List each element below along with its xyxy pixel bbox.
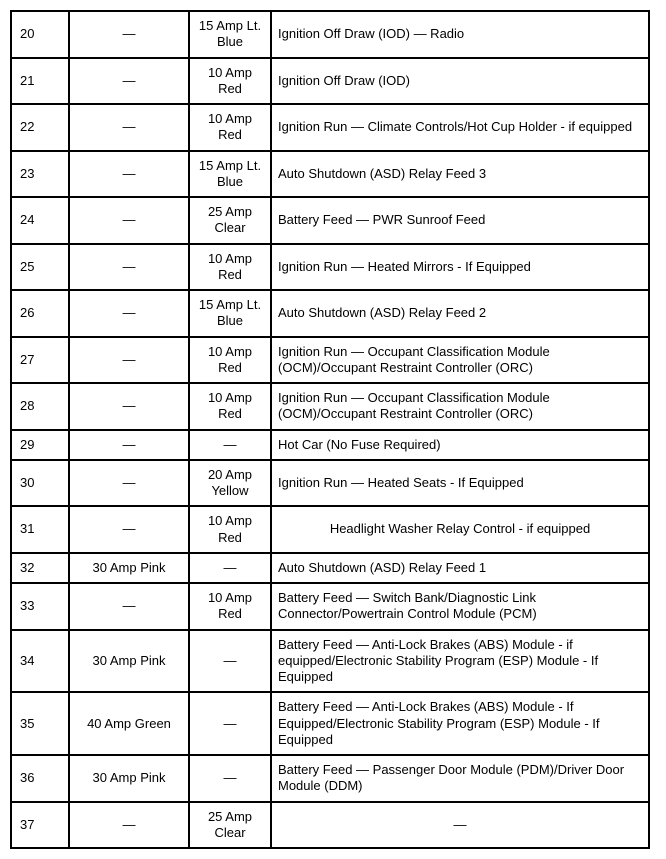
cell-cartridge: —	[69, 151, 189, 198]
cell-cartridge: —	[69, 802, 189, 849]
cell-cavity: 33	[11, 583, 69, 630]
cell-description: Auto Shutdown (ASD) Relay Feed 3	[271, 151, 649, 198]
cell-cavity: 21	[11, 58, 69, 105]
cell-fuse: 10 Amp Red	[189, 506, 271, 553]
table-row: 23—15 Amp Lt. BlueAuto Shutdown (ASD) Re…	[11, 151, 649, 198]
cell-description: Ignition Run — Occupant Classification M…	[271, 337, 649, 384]
cell-cavity: 36	[11, 755, 69, 802]
cell-description: Ignition Run — Occupant Classification M…	[271, 383, 649, 430]
cell-cavity: 23	[11, 151, 69, 198]
cell-fuse: 10 Amp Red	[189, 583, 271, 630]
cell-description: Ignition Run — Heated Mirrors - If Equip…	[271, 244, 649, 291]
table-row: 28—10 Amp RedIgnition Run — Occupant Cla…	[11, 383, 649, 430]
table-row: 3430 Amp Pink—Battery Feed — Anti-Lock B…	[11, 630, 649, 693]
cell-cavity: 34	[11, 630, 69, 693]
cell-description: —	[271, 802, 649, 849]
cell-cavity: 26	[11, 290, 69, 337]
cell-cavity: 29	[11, 430, 69, 460]
cell-description: Battery Feed — PWR Sunroof Feed	[271, 197, 649, 244]
table-row: 29——Hot Car (No Fuse Required)	[11, 430, 649, 460]
cell-cartridge: —	[69, 460, 189, 507]
cell-fuse: 20 Amp Yellow	[189, 460, 271, 507]
cell-cartridge: 30 Amp Pink	[69, 755, 189, 802]
cell-cartridge: —	[69, 583, 189, 630]
cell-fuse: —	[189, 430, 271, 460]
cell-fuse: 15 Amp Lt. Blue	[189, 11, 271, 58]
cell-description: Battery Feed — Switch Bank/Diagnostic Li…	[271, 583, 649, 630]
cell-cartridge: 30 Amp Pink	[69, 630, 189, 693]
cell-cavity: 35	[11, 692, 69, 755]
cell-description: Battery Feed — Passenger Door Module (PD…	[271, 755, 649, 802]
table-row: 33—10 Amp RedBattery Feed — Switch Bank/…	[11, 583, 649, 630]
cell-cavity: 20	[11, 11, 69, 58]
table-row: 3540 Amp Green—Battery Feed — Anti-Lock …	[11, 692, 649, 755]
cell-fuse: 15 Amp Lt. Blue	[189, 290, 271, 337]
cell-cavity: 28	[11, 383, 69, 430]
table-row: 3230 Amp Pink—Auto Shutdown (ASD) Relay …	[11, 553, 649, 583]
cell-cavity: 30	[11, 460, 69, 507]
cell-fuse: —	[189, 630, 271, 693]
cell-fuse: —	[189, 692, 271, 755]
cell-cartridge: —	[69, 290, 189, 337]
cell-cavity: 27	[11, 337, 69, 384]
cell-cartridge: —	[69, 11, 189, 58]
table-row: 37—25 Amp Clear—	[11, 802, 649, 849]
cell-description: Auto Shutdown (ASD) Relay Feed 2	[271, 290, 649, 337]
table-row: 25—10 Amp RedIgnition Run — Heated Mirro…	[11, 244, 649, 291]
cell-fuse: 10 Amp Red	[189, 58, 271, 105]
cell-cartridge: —	[69, 244, 189, 291]
table-row: 22—10 Amp RedIgnition Run — Climate Cont…	[11, 104, 649, 151]
cell-fuse: 10 Amp Red	[189, 383, 271, 430]
cell-cavity: 31	[11, 506, 69, 553]
cell-description: Battery Feed — Anti-Lock Brakes (ABS) Mo…	[271, 630, 649, 693]
cell-cavity: 22	[11, 104, 69, 151]
table-row: 20—15 Amp Lt. BlueIgnition Off Draw (IOD…	[11, 11, 649, 58]
cell-description: Battery Feed — Anti-Lock Brakes (ABS) Mo…	[271, 692, 649, 755]
cell-description: Ignition Off Draw (IOD) — Radio	[271, 11, 649, 58]
table-row: 30—20 Amp YellowIgnition Run — Heated Se…	[11, 460, 649, 507]
table-row: 27—10 Amp RedIgnition Run — Occupant Cla…	[11, 337, 649, 384]
cell-cartridge: —	[69, 383, 189, 430]
cell-description: Ignition Run — Heated Seats - If Equippe…	[271, 460, 649, 507]
table-row: 21—10 Amp RedIgnition Off Draw (IOD)	[11, 58, 649, 105]
cell-description: Headlight Washer Relay Control - if equi…	[271, 506, 649, 553]
cell-fuse: —	[189, 553, 271, 583]
cell-cavity: 37	[11, 802, 69, 849]
cell-description: Hot Car (No Fuse Required)	[271, 430, 649, 460]
cell-description: Auto Shutdown (ASD) Relay Feed 1	[271, 553, 649, 583]
cell-cartridge: —	[69, 337, 189, 384]
cell-cartridge: —	[69, 197, 189, 244]
cell-cartridge: —	[69, 58, 189, 105]
cell-fuse: 15 Amp Lt. Blue	[189, 151, 271, 198]
table-row: 24—25 Amp ClearBattery Feed — PWR Sunroo…	[11, 197, 649, 244]
table-row: 26—15 Amp Lt. BlueAuto Shutdown (ASD) Re…	[11, 290, 649, 337]
cell-fuse: 10 Amp Red	[189, 244, 271, 291]
cell-description: Ignition Off Draw (IOD)	[271, 58, 649, 105]
cell-cartridge: —	[69, 430, 189, 460]
table-row: 31—10 Amp RedHeadlight Washer Relay Cont…	[11, 506, 649, 553]
cell-description: Ignition Run — Climate Controls/Hot Cup …	[271, 104, 649, 151]
cell-fuse: 10 Amp Red	[189, 337, 271, 384]
cell-fuse: 25 Amp Clear	[189, 802, 271, 849]
cell-cartridge: 30 Amp Pink	[69, 553, 189, 583]
cell-cavity: 24	[11, 197, 69, 244]
cell-cavity: 25	[11, 244, 69, 291]
cell-fuse: —	[189, 755, 271, 802]
fuse-table: 20—15 Amp Lt. BlueIgnition Off Draw (IOD…	[10, 10, 650, 849]
cell-fuse: 25 Amp Clear	[189, 197, 271, 244]
cell-cartridge: —	[69, 104, 189, 151]
cell-fuse: 10 Amp Red	[189, 104, 271, 151]
cell-cartridge: —	[69, 506, 189, 553]
table-row: 3630 Amp Pink—Battery Feed — Passenger D…	[11, 755, 649, 802]
cell-cavity: 32	[11, 553, 69, 583]
cell-cartridge: 40 Amp Green	[69, 692, 189, 755]
